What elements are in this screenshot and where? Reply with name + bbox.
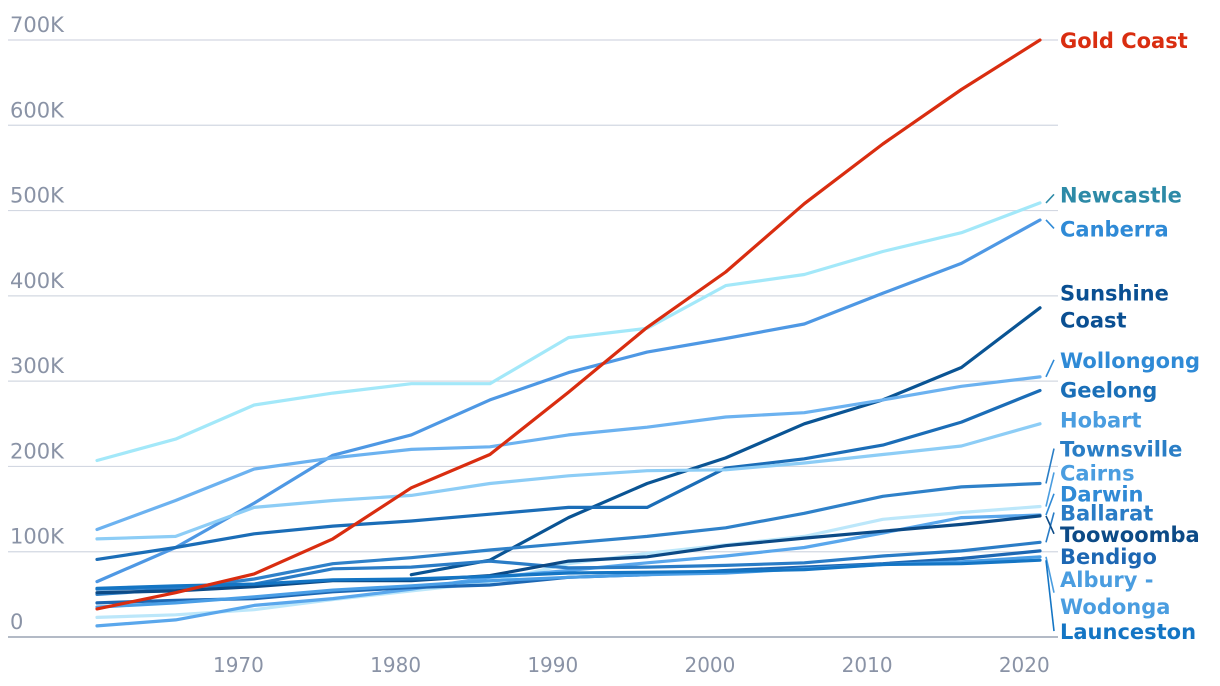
x-tick-label: 2000	[684, 653, 735, 677]
series-label-launceston: Launceston	[1060, 620, 1196, 644]
series-label-cairns: Cairns	[1060, 461, 1135, 485]
x-tick-label: 2010	[842, 653, 893, 677]
leader-line-albury-wodonga	[1045, 556, 1055, 593]
series-line-hobart	[95, 422, 1042, 541]
leader-line-toowoomba	[1045, 515, 1055, 535]
series-labels: Gold Coast Newcastle Canberra Sunshine Coast…	[1060, 29, 1200, 644]
series-label-gold-coast: Gold Coast	[1060, 29, 1188, 53]
series-label-darwin: Darwin	[1060, 483, 1144, 507]
leader-line-newcastle	[1045, 193, 1055, 204]
series-label-bendigo: Bendigo	[1060, 545, 1157, 569]
leader-line-launceston	[1045, 560, 1055, 632]
leader-line-canberra	[1045, 219, 1055, 230]
series-line-gold-coast	[95, 38, 1042, 611]
y-tick-label: 500K	[10, 184, 65, 208]
series-label-hobart: Hobart	[1060, 409, 1142, 433]
x-tick-label: 1970	[213, 653, 264, 677]
series-line-wollongong	[95, 375, 1042, 532]
series-line-launceston	[95, 558, 1042, 591]
leader-line-ballarat	[1045, 512, 1055, 543]
series-label-townsville: Townsville	[1060, 438, 1182, 462]
x-tick-label: 1980	[370, 653, 421, 677]
series-label-sunshine-coast: Coast	[1060, 309, 1127, 333]
gridlines	[8, 39, 1058, 638]
series-line-canberra	[95, 218, 1042, 584]
series-line-cairns	[95, 504, 1042, 620]
y-tick-label: 100K	[10, 525, 65, 549]
series-line-geelong	[95, 388, 1042, 562]
series-label-canberra: Canberra	[1060, 217, 1169, 241]
series-label-newcastle: Newcastle	[1060, 183, 1182, 207]
y-tick-label: 0	[10, 610, 23, 634]
series-line-darwin	[95, 513, 1042, 628]
series-label-ballarat: Ballarat	[1060, 501, 1153, 525]
series-lines	[95, 38, 1042, 628]
x-tick-label: 2020	[999, 653, 1050, 677]
series-label-albury-wodonga: Albury -	[1060, 568, 1154, 592]
y-tick-label: 400K	[10, 269, 65, 293]
y-tick-label: 600K	[10, 98, 65, 122]
x-tick-label: 1990	[527, 653, 578, 677]
series-label-sunshine-coast: Sunshine	[1060, 282, 1169, 306]
series-line-toowoomba	[95, 514, 1042, 595]
x-axis-tick-labels: 1970 1980 1990 2000 2010 2020	[213, 653, 1050, 677]
series-label-geelong: Geelong	[1060, 379, 1157, 403]
series-line-townsville	[95, 481, 1042, 597]
leader-line-wollongong	[1045, 359, 1055, 378]
series-line-newcastle	[95, 201, 1042, 463]
series-label-albury-wodonga: Wodonga	[1060, 595, 1170, 619]
y-axis-tick-labels: 0 100K 200K 300K 400K 500K 600K 700K	[10, 13, 65, 634]
leader-line-darwin	[1045, 493, 1055, 516]
series-label-toowoomba: Toowoomba	[1060, 523, 1200, 547]
series-label-wollongong: Wollongong	[1060, 349, 1200, 373]
series-line-sunshine-coast	[409, 306, 1042, 577]
y-tick-label: 300K	[10, 354, 65, 378]
leader-line-cairns	[1045, 472, 1055, 507]
y-tick-label: 700K	[10, 13, 65, 37]
label-leader-lines	[1045, 193, 1055, 632]
y-tick-label: 200K	[10, 439, 65, 463]
leader-line-townsville	[1045, 448, 1055, 484]
